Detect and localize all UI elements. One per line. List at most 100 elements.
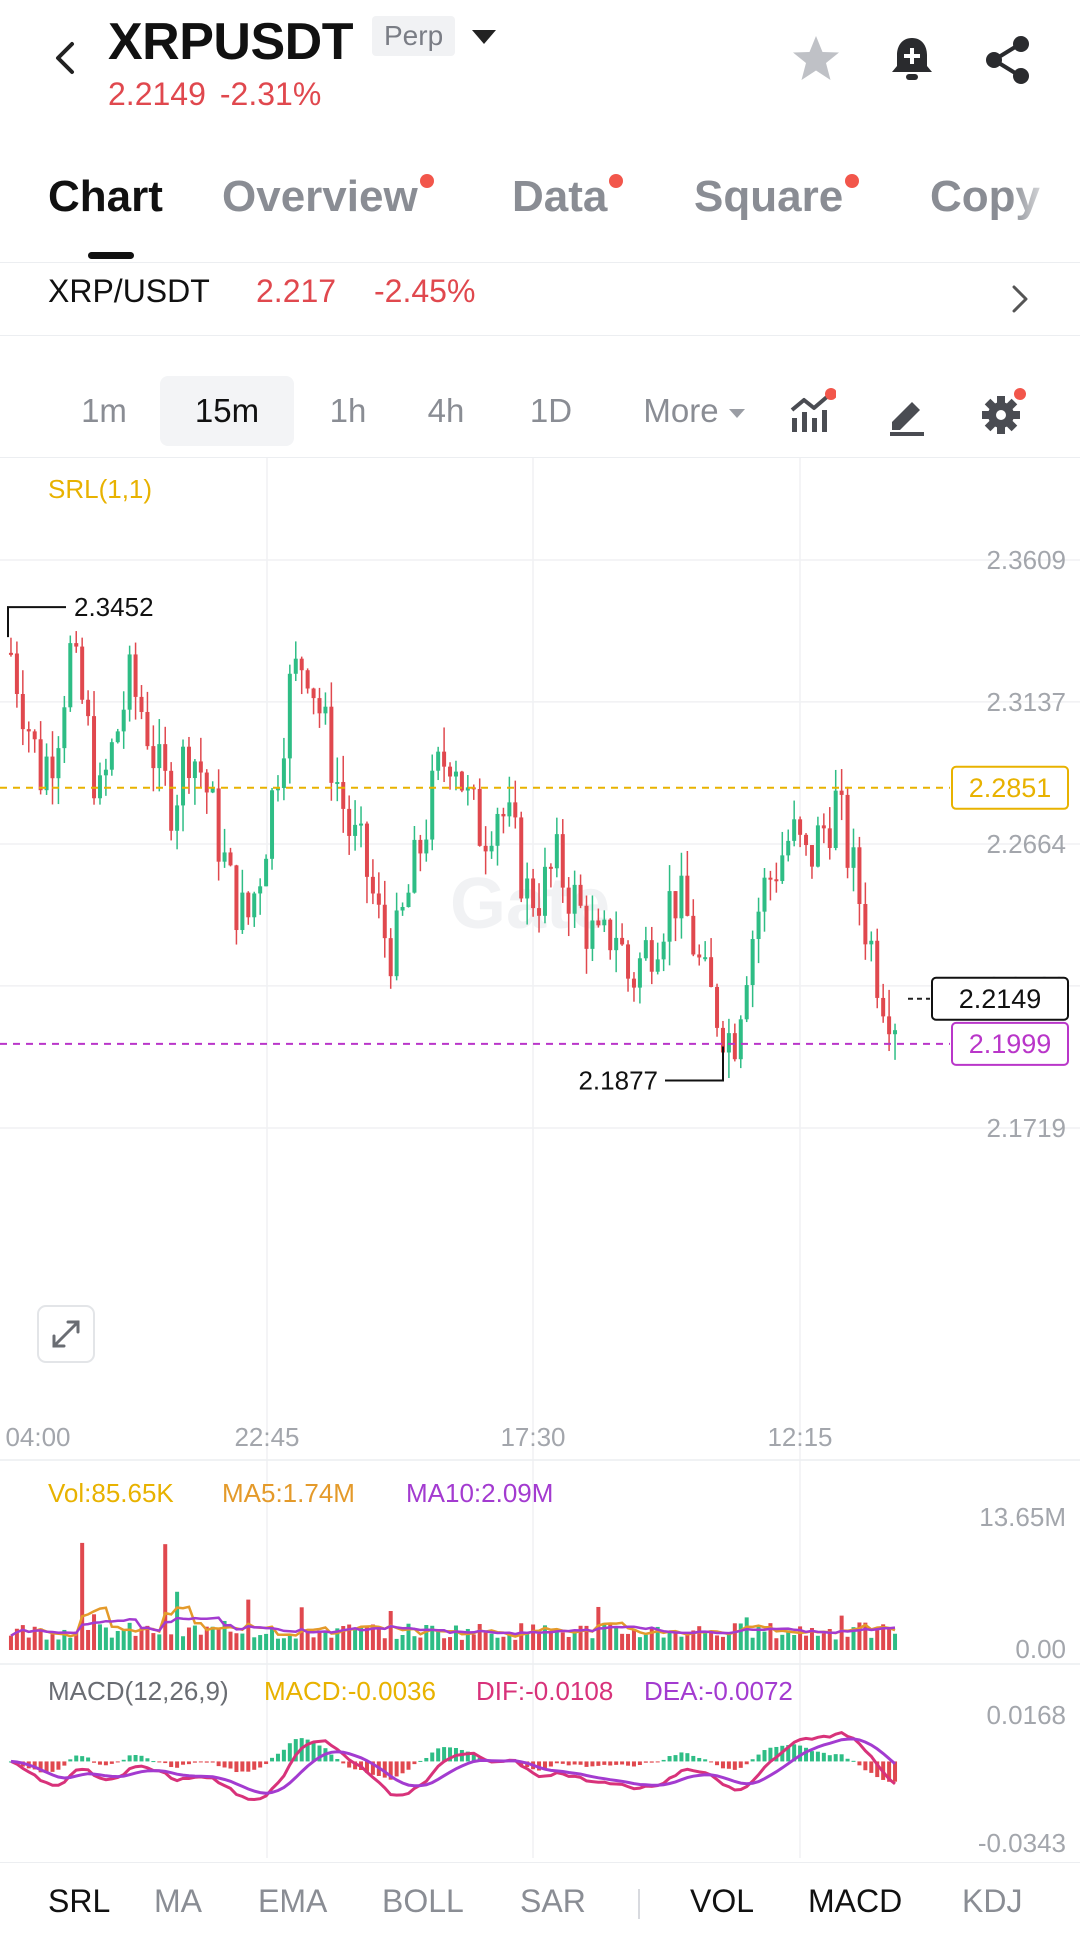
contract-type-badge[interactable]: Perp	[372, 16, 456, 56]
macd-bar	[442, 1747, 447, 1762]
volume-bar	[602, 1622, 607, 1650]
volume-bar	[691, 1630, 696, 1650]
volume-bar	[774, 1638, 779, 1650]
candlestick-series	[8, 631, 898, 1078]
macd-bar	[465, 1751, 470, 1762]
candle	[228, 847, 233, 867]
volume-bar	[519, 1623, 524, 1650]
candle	[685, 850, 690, 917]
draw-icon[interactable]	[882, 388, 932, 438]
expand-icon	[52, 1320, 80, 1348]
macd-bar	[430, 1752, 435, 1762]
current-price-tag[interactable]: 2.2149	[931, 976, 1069, 1021]
interval-1m[interactable]: 1m	[81, 392, 127, 429]
volume-bar	[175, 1591, 180, 1650]
volume-bar	[275, 1638, 280, 1650]
y-tick-label: 2.2664	[986, 829, 1066, 859]
candle	[204, 769, 209, 814]
candle	[115, 728, 120, 744]
candle	[192, 759, 197, 805]
candle	[673, 891, 678, 942]
tab-data[interactable]: Data	[512, 172, 624, 222]
chevron-down-icon[interactable]	[472, 30, 496, 44]
fullscreen-button[interactable]	[37, 1305, 95, 1363]
macd-bar	[572, 1761, 577, 1765]
chart-area[interactable]: Gate SRL(1,1) 2.3609 2.3137 2.2664 2.219…	[0, 458, 1080, 1858]
candle	[608, 918, 613, 960]
macd-bar	[448, 1747, 453, 1762]
indicator-vol[interactable]: VOL	[690, 1883, 755, 1919]
indicator-kdj[interactable]: KDJ	[962, 1883, 1023, 1919]
indicators-icon[interactable]	[786, 388, 836, 438]
candle	[412, 825, 417, 894]
spot-pair-row[interactable]: XRP/USDT 2.217 -2.45%	[0, 262, 1080, 336]
candle	[287, 664, 292, 784]
candle	[311, 687, 316, 715]
indicator-sar[interactable]: SAR	[520, 1883, 586, 1919]
tab-chart[interactable]: Chart	[48, 172, 163, 222]
macd-bar	[305, 1739, 310, 1762]
candle	[774, 862, 779, 893]
volume-bar	[483, 1630, 488, 1650]
macd-bar	[786, 1745, 791, 1762]
macd-bar	[839, 1754, 844, 1762]
candle	[56, 736, 61, 805]
candle	[347, 795, 352, 855]
candle	[20, 670, 25, 746]
indicator-ema[interactable]: EMA	[258, 1883, 328, 1919]
interval-4h[interactable]: 4h	[427, 392, 465, 429]
interval-1d[interactable]: 1D	[529, 392, 573, 429]
macd-bar	[424, 1757, 429, 1762]
settings-icon[interactable]	[976, 388, 1026, 438]
indicator-srl[interactable]: SRL	[48, 1883, 111, 1919]
volume-bar	[637, 1637, 642, 1650]
indicator-ma[interactable]: MA	[154, 1883, 202, 1919]
tab-overview[interactable]: Overview	[222, 172, 434, 222]
macd-bar	[400, 1761, 405, 1774]
volume-bar	[448, 1637, 453, 1650]
back-arrow-icon[interactable]	[44, 36, 88, 80]
candle	[679, 852, 684, 939]
volume-bar	[430, 1625, 435, 1650]
candle	[68, 635, 73, 712]
tab-square[interactable]: Square	[694, 172, 860, 222]
volume-bar	[471, 1634, 476, 1650]
volume-bar	[661, 1637, 666, 1650]
candle	[483, 826, 488, 875]
indicator-macd[interactable]: MACD	[808, 1883, 903, 1919]
macd-bar	[364, 1761, 369, 1773]
macd-bar	[863, 1761, 868, 1771]
candle	[163, 726, 168, 786]
star-icon[interactable]	[788, 32, 844, 88]
interval-more[interactable]: More	[626, 376, 762, 446]
volume-bar	[20, 1625, 25, 1650]
macd-bar	[418, 1760, 423, 1762]
volume-bar	[287, 1634, 292, 1650]
interval-15m[interactable]: 15m	[160, 376, 294, 446]
macd-bar	[774, 1746, 779, 1762]
candle	[80, 637, 85, 704]
candle	[560, 819, 565, 903]
indicator-boll[interactable]: BOLL	[382, 1883, 464, 1919]
macd-bar	[109, 1761, 114, 1764]
share-icon[interactable]	[980, 32, 1036, 88]
macd-bar	[412, 1761, 417, 1765]
chevron-right-icon[interactable]	[1008, 281, 1032, 317]
candle	[293, 641, 298, 682]
kline-chart[interactable]: Gate SRL(1,1) 2.3609 2.3137 2.2664 2.219…	[0, 458, 1080, 1858]
interval-1h[interactable]: 1h	[329, 392, 367, 429]
bell-plus-icon[interactable]	[884, 32, 940, 88]
volume-bar	[133, 1635, 138, 1650]
volume-bar	[709, 1632, 714, 1650]
macd-bar	[145, 1758, 150, 1762]
macd-bar	[240, 1761, 245, 1772]
symbol-title[interactable]: XRPUSDT	[108, 13, 353, 71]
macd-y-min: -0.0343	[978, 1828, 1066, 1858]
candle	[175, 794, 180, 850]
candle	[430, 754, 435, 851]
candle	[62, 695, 67, 764]
volume-bar	[857, 1622, 862, 1650]
volume-bar	[252, 1637, 257, 1650]
macd-bar	[258, 1761, 263, 1768]
volume-bar	[32, 1626, 37, 1650]
